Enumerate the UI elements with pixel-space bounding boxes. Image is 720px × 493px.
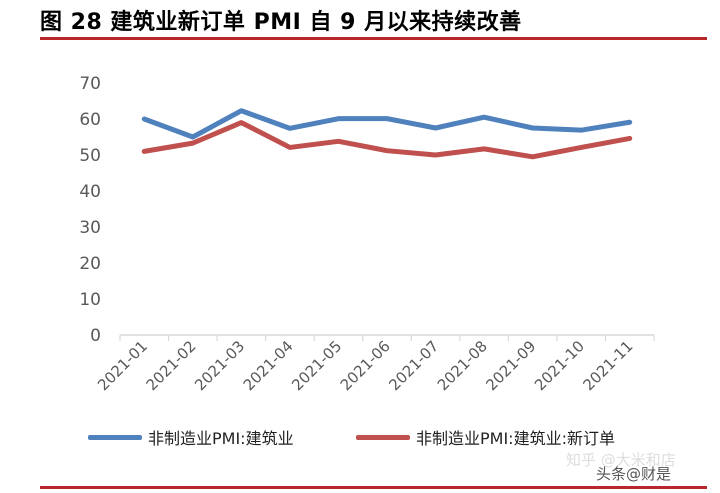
legend-item-series-1[interactable]: 非制造业PMI:建筑业 (88, 425, 294, 449)
legend-label-series-2: 非制造业PMI:建筑业:新订单 (416, 429, 615, 448)
x-tick-label: 2021-08 (434, 337, 491, 394)
y-tick-label: 20 (79, 254, 101, 274)
y-tick-label: 0 (90, 326, 101, 346)
x-tick-label: 2021-06 (337, 337, 394, 394)
x-tick-label: 2021-07 (385, 337, 442, 394)
x-tick-label: 2021-01 (94, 337, 151, 394)
x-tick-label: 2021-04 (240, 337, 297, 394)
x-tick-label: 2021-11 (580, 337, 637, 394)
y-tick-label: 70 (79, 74, 101, 94)
y-tick-label: 60 (79, 110, 101, 130)
bottom-rule (40, 486, 707, 489)
legend-swatch-blue (88, 434, 142, 440)
x-axis (119, 334, 655, 341)
y-tick-label: 30 (79, 218, 101, 238)
watermark-toutiao: 头条@财是 (596, 465, 672, 483)
y-tick-label: 40 (79, 182, 101, 202)
top-rule (40, 37, 707, 40)
legend-swatch-red (356, 434, 410, 440)
y-axis-ticks: 0 10 20 30 40 50 60 70 (79, 74, 101, 346)
x-axis-ticks: 2021-012021-022021-032021-042021-052021-… (94, 337, 637, 394)
y-tick-label: 10 (79, 290, 101, 310)
x-tick-label: 2021-02 (143, 337, 200, 394)
x-tick-label: 2021-05 (288, 337, 345, 394)
watermark-zhihu: 知乎 @大米和店 (566, 451, 676, 469)
legend-item-series-2[interactable]: 非制造业PMI:建筑业:新订单 (356, 425, 615, 449)
x-tick-label: 2021-09 (482, 337, 539, 394)
y-tick-label: 50 (79, 146, 101, 166)
figure-title: 图 28 建筑业新订单 PMI 自 9 月以来持续改善 (40, 10, 522, 35)
series-lines (141, 108, 633, 160)
x-tick-label: 2021-03 (191, 337, 248, 394)
legend-label-series-1: 非制造业PMI:建筑业 (148, 429, 294, 448)
x-tick-label: 2021-10 (531, 337, 588, 394)
